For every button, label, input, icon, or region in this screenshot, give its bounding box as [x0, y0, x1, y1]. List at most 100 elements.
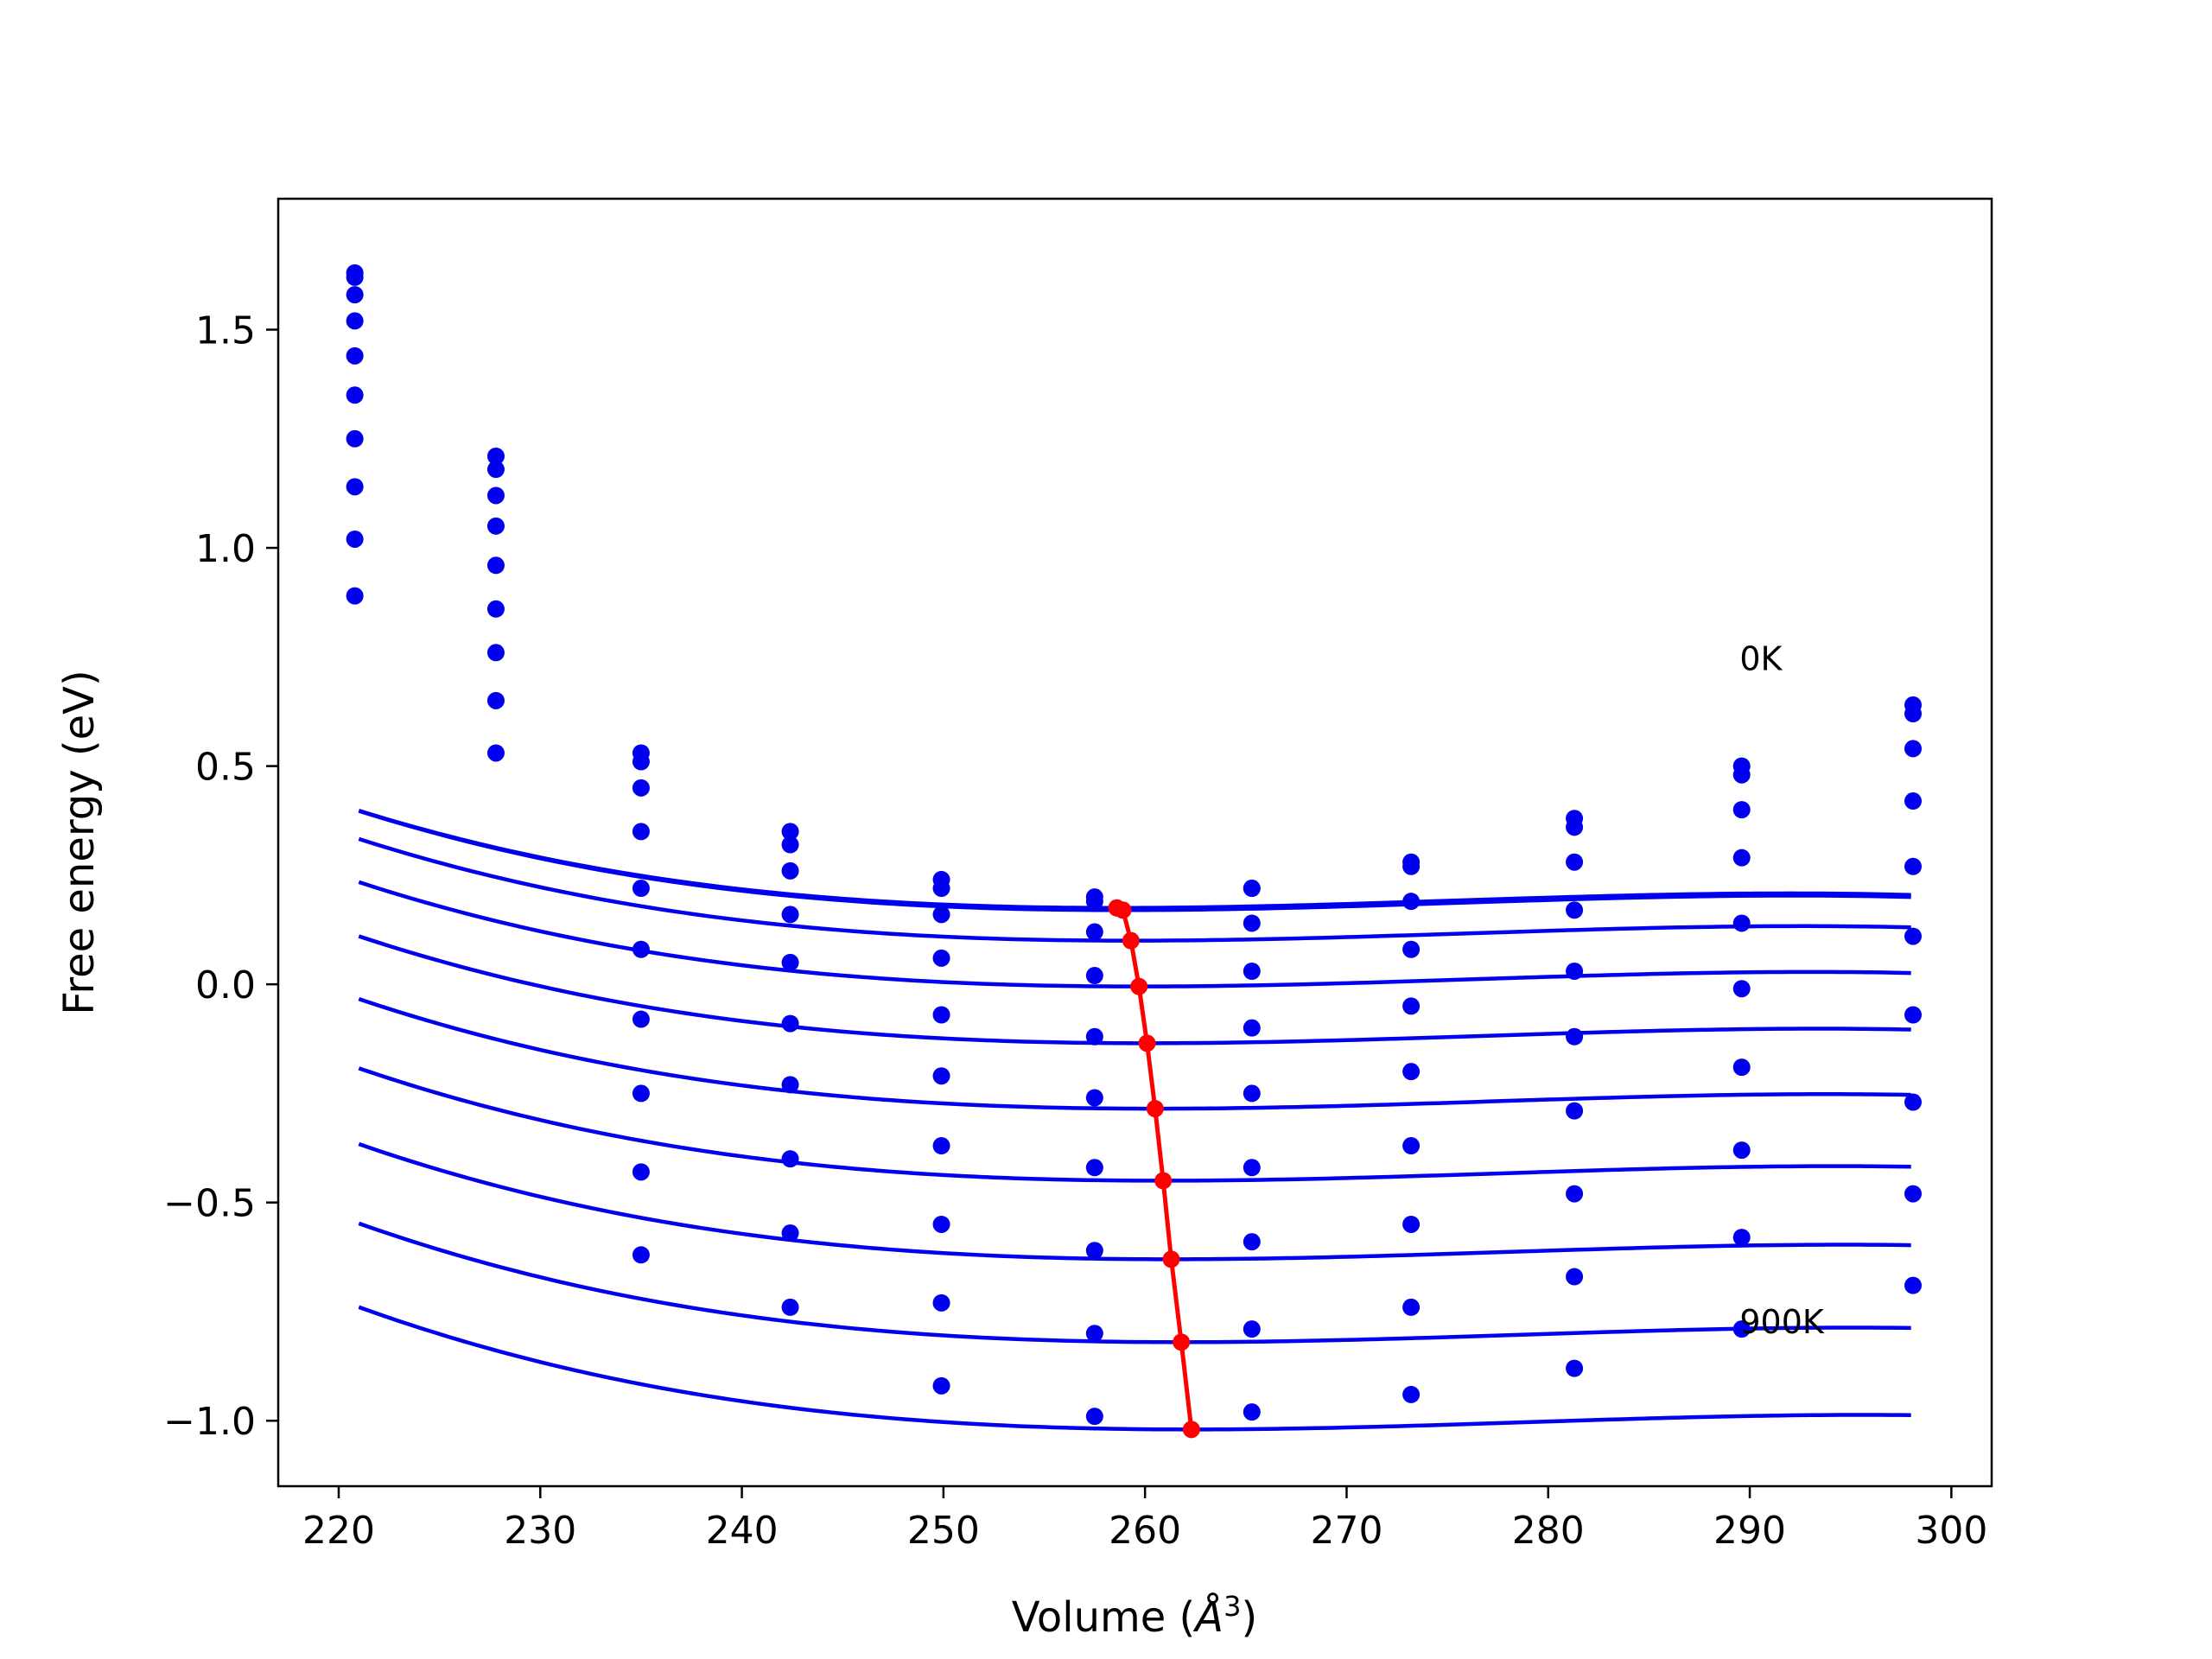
- data-point-s1-2: [486, 448, 505, 465]
- data-point-s6-1: [346, 386, 364, 404]
- data-point-s2-7: [1243, 880, 1261, 898]
- x-tick-label-240: 240: [706, 1509, 779, 1553]
- data-point-s4-4: [781, 906, 799, 924]
- data-point-s4-1: [346, 312, 364, 330]
- data-point-s5-9: [1566, 963, 1584, 980]
- data-point-s2-10: [1732, 766, 1751, 784]
- data-point-s6-2: [486, 600, 505, 618]
- data-point-s4-8: [1402, 940, 1421, 958]
- minimum-point-7: [1154, 1172, 1173, 1190]
- data-point-s9-7: [1243, 1320, 1261, 1338]
- data-point-s8-9: [1566, 1185, 1584, 1203]
- x-tick-label-290: 290: [1713, 1509, 1786, 1553]
- data-point-s10-10: [1732, 1320, 1751, 1338]
- x-axis-title: Volume (Å3): [1012, 1590, 1257, 1642]
- fit-curve-7: [358, 1066, 1911, 1183]
- data-point-s10-4: [781, 1298, 799, 1316]
- x-tick-label-270: 270: [1310, 1509, 1382, 1553]
- data-point-s3-7: [1243, 914, 1261, 932]
- data-point-s7-6: [1085, 1159, 1103, 1177]
- data-point-s6-8: [1402, 1063, 1421, 1081]
- minimum-point-3: [1122, 931, 1140, 950]
- minimum-path-line: [1116, 906, 1194, 1430]
- data-point-s9-8: [1402, 1298, 1421, 1316]
- data-point-s5-7: [1243, 1019, 1261, 1037]
- fit-curve-8: [358, 1141, 1911, 1262]
- data-point-s3-2: [486, 486, 505, 505]
- data-point-s1-4: [781, 823, 799, 841]
- data-point-s9-1: [346, 530, 364, 548]
- data-point-s4-5: [932, 949, 950, 967]
- data-point-s4-11: [1904, 792, 1923, 810]
- y-tick-label-2: 0.0: [195, 963, 256, 1007]
- data-point-s9-2: [486, 744, 505, 762]
- data-point-s5-8: [1402, 997, 1421, 1015]
- data-point-s9-5: [932, 1294, 950, 1312]
- minimum-point-8: [1162, 1250, 1180, 1268]
- x-tick-label-230: 230: [504, 1509, 576, 1553]
- y-tick-label-3: 0.5: [195, 746, 256, 790]
- data-point-s8-6: [1085, 1242, 1103, 1260]
- data-point-s2-11: [1904, 705, 1923, 722]
- data-point-s6-11: [1904, 927, 1923, 945]
- fit-curve-9: [358, 1221, 1911, 1344]
- minimum-path: [1108, 899, 1200, 1439]
- data-point-s7-1: [346, 429, 364, 448]
- data-point-s2-8: [1402, 857, 1421, 875]
- data-point-s2-6: [1085, 893, 1103, 911]
- data-point-s9-3: [632, 1163, 650, 1181]
- y-tick-label-1: −0.5: [163, 1182, 256, 1226]
- data-point-s6-10: [1732, 980, 1751, 998]
- data-point-s3-11: [1904, 740, 1923, 758]
- data-point-s8-10: [1732, 1141, 1751, 1160]
- data-point-s9-10: [1732, 1229, 1751, 1247]
- fit-curve-5: [358, 934, 1911, 1046]
- data-point-s7-2: [486, 644, 505, 662]
- data-point-s7-10: [1732, 1058, 1751, 1077]
- data-point-s3-4: [781, 861, 799, 880]
- data-point-s7-9: [1566, 1102, 1584, 1120]
- x-tick-label-260: 260: [1109, 1509, 1181, 1553]
- annotation-900k: 900K: [1739, 1303, 1825, 1341]
- data-point-s10-9: [1566, 1359, 1584, 1377]
- x-axis-ticks: 220 230 240 250 260 270 280 290 300: [302, 1486, 1987, 1553]
- minimum-point-2: [1114, 901, 1132, 919]
- data-point-s9-9: [1566, 1268, 1584, 1286]
- data-point-s3-9: [1566, 853, 1584, 871]
- data-point-s6-5: [932, 1067, 950, 1085]
- data-point-s7-3: [632, 1010, 650, 1028]
- data-point-s9-6: [1085, 1325, 1103, 1343]
- data-point-s8-2: [486, 691, 505, 709]
- data-point-s9-11: [1904, 1185, 1923, 1203]
- x-axis-title-paren-open: (: [1166, 1593, 1195, 1642]
- data-point-s3-1: [346, 286, 364, 304]
- data-point-s7-11: [1904, 1006, 1923, 1024]
- data-point-s2-5: [932, 880, 950, 898]
- data-point-s6-7: [1243, 1084, 1261, 1103]
- data-point-s8-4: [781, 1150, 799, 1168]
- x-axis-unit: Å: [1192, 1592, 1224, 1642]
- data-point-s8-11: [1904, 1093, 1923, 1111]
- data-point-s7-4: [781, 1076, 799, 1094]
- annotation-0k: 0K: [1739, 639, 1783, 677]
- minimum-point-5: [1138, 1034, 1156, 1052]
- fit-curve-6: [358, 997, 1911, 1111]
- data-point-s5-3: [632, 880, 650, 898]
- data-point-s6-9: [1566, 1027, 1584, 1046]
- y-axis-ticks: −1.0 −0.5 0.0 0.5 1.0 1.5: [163, 309, 278, 1444]
- data-point-s4-3: [632, 823, 650, 841]
- data-point-s5-4: [781, 953, 799, 971]
- x-tick-label-250: 250: [907, 1509, 980, 1553]
- data-point-s3-10: [1732, 801, 1751, 819]
- data-point-s8-1: [346, 478, 364, 496]
- data-point-s2-2: [486, 461, 505, 479]
- data-point-s8-7: [1243, 1233, 1261, 1251]
- data-point-s6-4: [781, 1014, 799, 1033]
- data-point-s5-5: [932, 1006, 950, 1024]
- data-point-s3-3: [632, 779, 650, 797]
- fit-curves: [358, 809, 1911, 1432]
- data-point-s5-6: [1085, 1027, 1103, 1046]
- data-point-s5-2: [486, 556, 505, 575]
- data-point-s10-7: [1243, 1403, 1261, 1421]
